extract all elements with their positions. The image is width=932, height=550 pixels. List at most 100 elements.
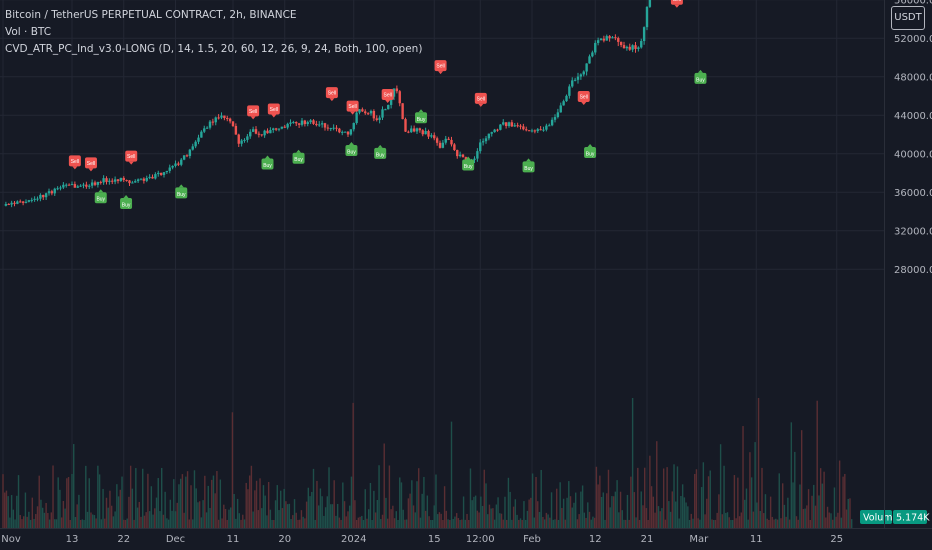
candle-body xyxy=(335,127,338,129)
volume-bar xyxy=(16,495,18,528)
time-tick-label: 11 xyxy=(227,534,240,545)
volume-bar xyxy=(462,496,465,528)
volume-bar xyxy=(262,485,265,528)
candle-body xyxy=(257,133,261,135)
sell-label-box xyxy=(346,100,359,112)
volume-bar xyxy=(851,519,853,528)
volume-bar xyxy=(159,511,161,528)
volume-bar xyxy=(242,514,244,528)
currency-button[interactable]: USDT xyxy=(891,6,925,30)
volume-bar xyxy=(721,514,724,528)
candle-body xyxy=(171,165,174,168)
volume-bar xyxy=(205,512,208,528)
candle-body xyxy=(378,117,381,120)
candle-body xyxy=(614,37,617,39)
volume-bar xyxy=(788,519,791,528)
sell-label-text: Sell xyxy=(384,93,392,99)
volume-bar xyxy=(212,475,215,528)
buy-label-pointer xyxy=(418,109,424,113)
volume-bar xyxy=(700,487,703,528)
volume-bar xyxy=(414,512,416,528)
price-tick-label: 52000.0 xyxy=(894,34,932,45)
candle-body xyxy=(24,201,28,203)
volume-bar xyxy=(147,473,149,528)
volume-bar xyxy=(105,497,108,528)
volume-bar xyxy=(797,519,799,528)
volume-bar xyxy=(67,476,70,528)
buy-label-text: Buy xyxy=(294,157,303,163)
volume-bar xyxy=(235,518,237,528)
volume-bar xyxy=(169,499,172,528)
sell-signal: Sell xyxy=(68,155,81,170)
sell-label-box xyxy=(325,87,338,99)
volume-bar xyxy=(55,519,58,528)
volume-bar xyxy=(359,516,361,528)
candle-body xyxy=(496,129,499,131)
volume-bar xyxy=(787,497,789,528)
volume-bar xyxy=(304,518,306,528)
cvd-indicator-title[interactable]: CVD_ATR_PC_Ind_v3.0-LONG (D, 14, 1.5, 20… xyxy=(5,43,423,55)
candle-body xyxy=(341,131,344,133)
volume-bar xyxy=(814,505,817,528)
candle-body xyxy=(162,172,166,175)
volume-bar xyxy=(488,504,491,528)
volume-bar xyxy=(640,491,642,528)
signals: Sell Sell Sell Sell Sell Sell Sell Sell Sell Sell… xyxy=(68,0,707,209)
sell-signal: Sell xyxy=(381,89,394,104)
volume-bar xyxy=(278,510,280,528)
candle-body xyxy=(504,122,508,127)
volume-bar xyxy=(302,516,304,528)
buy-label-box xyxy=(175,187,188,199)
volume-bar xyxy=(699,519,701,528)
sell-signal: Sell xyxy=(346,100,359,115)
volume-bar xyxy=(844,473,846,528)
candle-body xyxy=(136,179,140,182)
candle-body xyxy=(73,184,77,188)
volume-bar xyxy=(637,467,639,528)
volume-bar xyxy=(490,508,492,528)
volume-bar xyxy=(85,465,87,528)
volume-indicator-title[interactable]: Vol · BTC xyxy=(5,26,52,38)
candle-body xyxy=(174,163,177,166)
volume-bar xyxy=(283,488,285,528)
candle-body xyxy=(441,142,445,148)
volume-bar xyxy=(426,495,429,528)
buy-signal: Buy xyxy=(462,156,475,171)
volume-bar xyxy=(818,495,820,528)
candle-body xyxy=(433,135,436,139)
candle-body xyxy=(289,122,292,124)
candle-body xyxy=(197,137,200,142)
candle-body xyxy=(622,45,626,49)
candle-body xyxy=(438,142,442,148)
volume-bar xyxy=(580,491,582,528)
volume-bar xyxy=(754,442,756,528)
candle-body xyxy=(576,76,580,80)
candle-body xyxy=(642,27,646,42)
volume-bar xyxy=(195,488,197,528)
volume-bar xyxy=(350,476,353,528)
candle-body xyxy=(295,122,298,124)
volume-bar xyxy=(402,509,404,528)
sell-signal: Sell xyxy=(84,157,97,172)
buy-label-text: Buy xyxy=(96,197,105,203)
candle-body xyxy=(550,119,554,126)
volume-bar xyxy=(587,502,589,528)
volume-bar xyxy=(319,488,322,528)
volume-bar xyxy=(336,503,339,528)
symbol-title[interactable]: Bitcoin / TetherUS PERPETUAL CONTRACT, 2… xyxy=(5,9,297,21)
volume-bar xyxy=(830,513,832,528)
candle-body xyxy=(372,110,376,119)
volume-bar xyxy=(828,512,830,528)
volume-bar xyxy=(685,502,687,528)
volume-bar xyxy=(321,496,323,528)
volume-bar xyxy=(148,511,151,528)
candle-body xyxy=(30,199,33,201)
volume-bar xyxy=(200,517,203,528)
volume-bar xyxy=(495,504,498,528)
candle-body xyxy=(139,178,143,180)
candle-body xyxy=(375,118,378,120)
volume-bar xyxy=(129,465,132,528)
volume-bar xyxy=(305,501,308,528)
candle-body xyxy=(447,138,450,140)
